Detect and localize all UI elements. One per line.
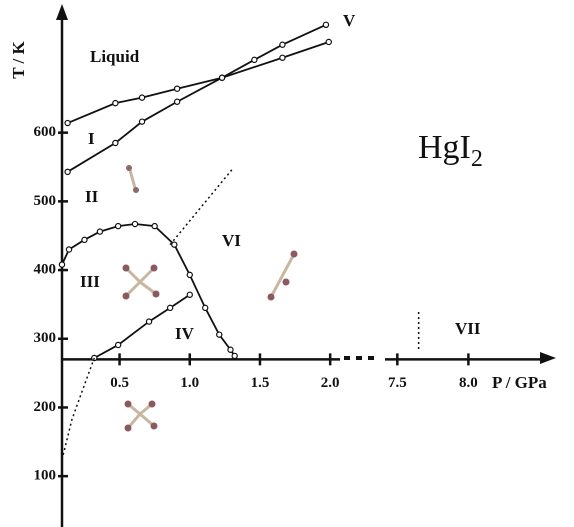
data-point [323,22,328,27]
x-axis-title: P / GPa [492,373,547,392]
molecule [125,401,158,432]
data-point [217,332,222,337]
phase-boundary-dashed [62,358,94,460]
y-tick-label: 600 [34,124,57,140]
data-point [116,223,121,228]
data-point [65,120,70,125]
x-axis-arrow [540,352,556,364]
y-tick-label: 300 [34,330,57,346]
data-point [146,319,151,324]
data-point [232,353,237,358]
molecule [123,265,160,300]
x-tick-label: 1.5 [251,375,270,391]
data-point [252,57,257,62]
y-tick-label: 100 [34,468,57,484]
phase-label: I [88,129,95,148]
data-point [168,305,173,310]
data-point [175,99,180,104]
formula-subscript: 2 [471,146,483,172]
data-point [139,119,144,124]
data-point [326,39,331,44]
y-tick-label: 500 [34,193,57,209]
phase-label: III [80,272,100,291]
data-point [66,247,71,252]
data-point [187,272,192,277]
phase-label: VI [222,231,241,250]
y-tick-label: 200 [34,399,57,415]
chart: T / K P / GPa HgI2 100 200 300 400 500 600 0.5… [0,0,574,527]
page: {"chart_data": {"type": "phase-diagram",… [0,0,574,527]
molecule [268,251,298,301]
data-point [175,86,180,91]
data-point [97,229,102,234]
data-point [172,242,177,247]
data-point [113,101,118,106]
phase-label: VII [455,319,481,338]
data-point [280,42,285,47]
data-point [280,55,285,60]
molecule [126,165,139,193]
axis-break [344,356,374,360]
data-point [59,262,64,267]
formula-text: HgI [418,129,471,166]
phase-label: V [343,11,356,30]
data-point [228,347,233,352]
data-point [132,221,137,226]
data-point [82,237,87,242]
data-point [65,169,70,174]
data-point [152,223,157,228]
data-point [139,95,144,100]
y-axis-title: T / K [9,40,28,78]
x-tick-label: 8.0 [459,375,478,391]
formula: HgI2 [418,129,483,172]
data-point [203,305,208,310]
phase-label: Liquid [90,47,140,66]
phase-label: IV [175,324,195,343]
x-tick-label: 1.0 [180,375,199,391]
x-tick-label: 2.0 [321,375,340,391]
data-point [113,140,118,145]
x-tick-label: 0.5 [110,375,129,391]
phase-label: II [85,187,99,206]
y-tick-label: 400 [34,261,57,277]
data-point [187,292,192,297]
data-point [116,342,121,347]
data-point [219,75,224,80]
x-tick-label: 7.5 [388,375,407,391]
